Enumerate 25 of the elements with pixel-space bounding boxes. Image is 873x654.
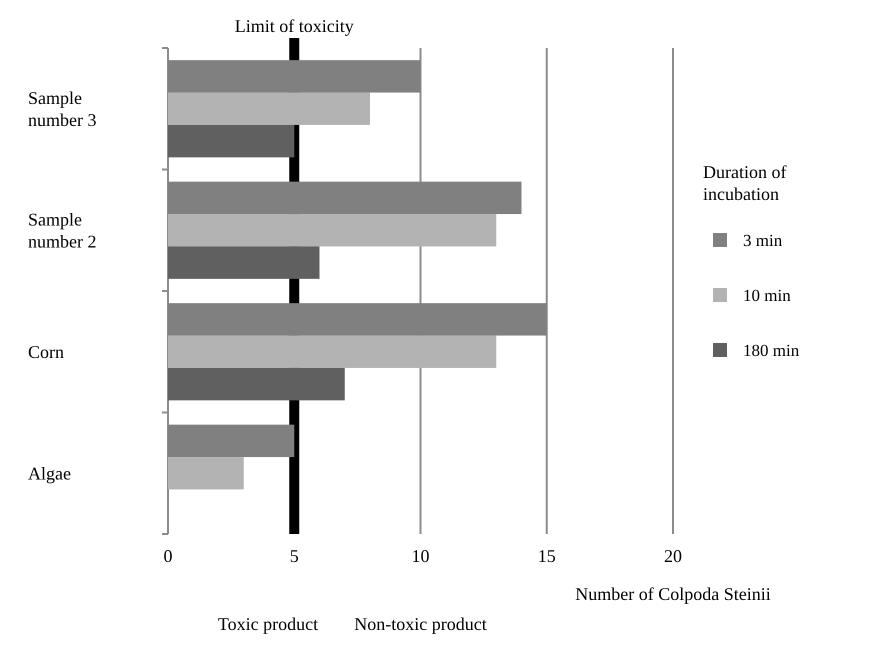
legend-label: 180 min <box>743 341 800 360</box>
text: Toxic product <box>218 614 318 634</box>
bar <box>168 368 345 400</box>
y-tick-label: Sample number 2 <box>28 209 96 252</box>
legend-title: Duration of incubation <box>703 162 786 204</box>
y-tick-label: Sample number 3 <box>28 88 96 130</box>
y-tick-label: Corn <box>28 342 64 362</box>
x-tick-label: 20 <box>664 546 682 566</box>
x-tick-label: 0 <box>164 546 172 566</box>
legend-label: 10 min <box>743 286 792 305</box>
x-axis-title: Number of Colpoda Steinii <box>575 584 771 604</box>
bar <box>168 424 294 458</box>
x-tick-label: 10 <box>412 546 430 566</box>
y-tick-label: Algae <box>28 463 71 484</box>
bar <box>168 246 320 279</box>
ref-line-label: Limit of toxicity <box>234 16 354 36</box>
legend-label: 3 min <box>743 231 783 250</box>
bar <box>168 336 496 368</box>
x-tick-label: 5 <box>290 546 299 566</box>
x-tick-label: 15 <box>538 546 556 566</box>
bar <box>168 457 244 490</box>
bar <box>168 92 370 125</box>
bar <box>168 214 496 246</box>
bar <box>168 124 294 158</box>
text: Non-toxic product <box>354 614 487 634</box>
